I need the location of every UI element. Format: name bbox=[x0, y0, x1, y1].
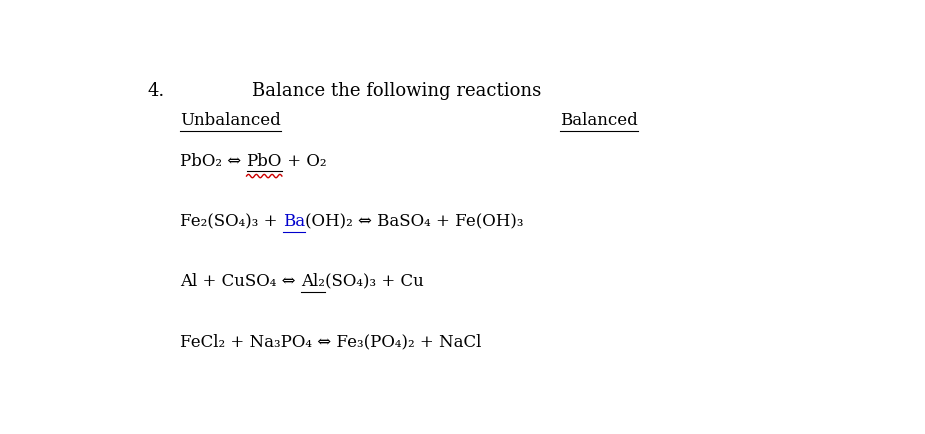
Text: Al + CuSO₄ ⇔: Al + CuSO₄ ⇔ bbox=[180, 273, 301, 289]
Text: Fe₂(SO₄)₃ +: Fe₂(SO₄)₃ + bbox=[180, 213, 283, 230]
Text: PbO₂ ⇔: PbO₂ ⇔ bbox=[180, 152, 247, 169]
Text: (SO₄)₃ + Cu: (SO₄)₃ + Cu bbox=[325, 273, 424, 289]
Text: PbO: PbO bbox=[247, 152, 282, 169]
Text: Balanced: Balanced bbox=[561, 112, 638, 129]
Text: Al₂: Al₂ bbox=[301, 273, 325, 289]
Text: Unbalanced: Unbalanced bbox=[180, 112, 281, 129]
Text: FeCl₂ + Na₃PO₄ ⇔ Fe₃(PO₄)₂ + NaCl: FeCl₂ + Na₃PO₄ ⇔ Fe₃(PO₄)₂ + NaCl bbox=[180, 333, 482, 350]
Text: Ba: Ba bbox=[283, 213, 305, 230]
Text: 4.: 4. bbox=[148, 82, 166, 100]
Text: + O₂: + O₂ bbox=[282, 152, 327, 169]
Text: (OH)₂ ⇔ BaSO₄ + Fe(OH)₃: (OH)₂ ⇔ BaSO₄ + Fe(OH)₃ bbox=[305, 213, 524, 230]
Text: Balance the following reactions: Balance the following reactions bbox=[252, 82, 541, 100]
